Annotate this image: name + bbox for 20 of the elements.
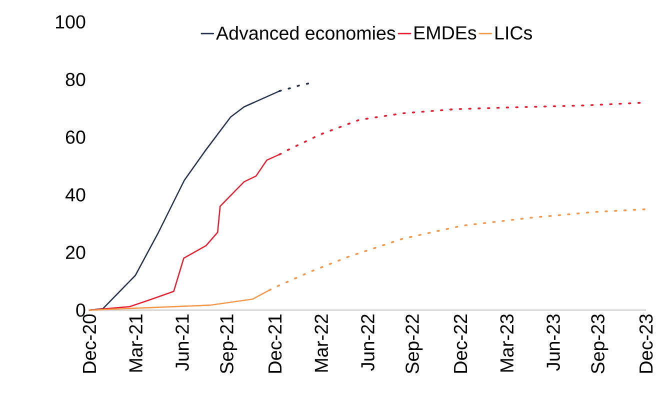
x-tick-label: Mar-21 xyxy=(129,314,142,372)
legend-label: LICs xyxy=(496,26,532,40)
x-tick-label: Dec-22 xyxy=(454,314,468,372)
x-tick-label: Sep-21 xyxy=(220,314,238,374)
y-tick-label: 20 xyxy=(66,246,86,259)
y-tick-label: 80 xyxy=(66,72,86,86)
x-tick-label: Dec-21 xyxy=(268,314,282,372)
legend-label: EMDEs xyxy=(414,26,476,40)
y-tick-label: 100 xyxy=(56,14,86,28)
x-tick-label: Mar-22 xyxy=(314,314,328,372)
x-tick-label: Dec-23 xyxy=(639,314,653,372)
legend-label: Advanced economies xyxy=(216,26,396,40)
x-tick-label: Jun-22 xyxy=(361,314,374,371)
y-tick-label: 40 xyxy=(65,188,86,202)
x-tick-label: Jun-21 xyxy=(176,314,189,371)
x-tick-label: Sep-23 xyxy=(591,314,608,374)
x-tick-label: Mar-23 xyxy=(500,314,514,372)
x-tick-label: Sep-22 xyxy=(406,314,423,374)
y-tick-label: 60 xyxy=(66,130,86,144)
x-tick-label: Jun-23 xyxy=(546,314,560,371)
